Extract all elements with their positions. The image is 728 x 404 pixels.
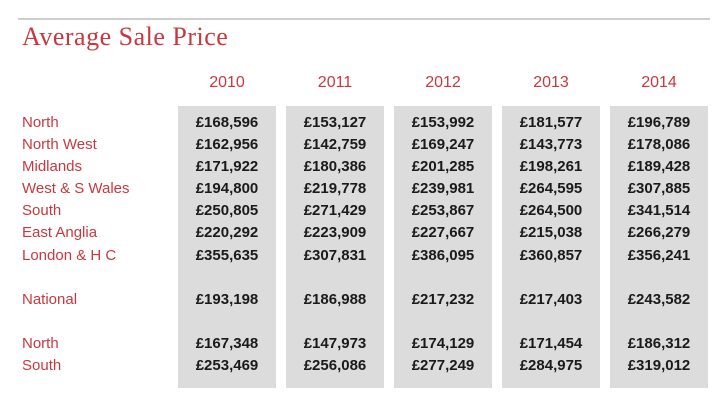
table-cell: £147,973 [303,335,367,352]
table-cell: £264,595 [519,180,583,197]
table-cell: £217,232 [411,291,475,308]
table-cell: £219,778 [303,180,367,197]
table-cell: £266,279 [627,224,691,241]
table-cell: £250,805 [195,202,259,219]
table-cell: £360,857 [519,247,583,264]
column-header-2014: 2014 [641,74,677,91]
table-cell: £307,831 [303,247,367,264]
column-header-2010: 2010 [209,74,245,91]
table-cell: £223,909 [303,224,367,241]
row-label: North [22,335,59,352]
table-cell: £227,667 [411,224,475,241]
table-cell: £355,635 [195,247,259,264]
table-cell: £189,428 [627,158,691,175]
table-cell: £386,095 [411,247,475,264]
table-cell: £319,012 [627,357,691,374]
table-cell: £153,992 [411,114,475,131]
table-cell: £180,386 [303,158,367,175]
table-cell: £217,403 [519,291,583,308]
table-cell: £168,596 [195,114,259,131]
table-cell: £284,975 [519,357,583,374]
row-label: East Anglia [22,224,98,241]
table-cell: £341,514 [627,202,691,219]
table-cell: £253,867 [411,202,475,219]
table-cell: £153,127 [303,114,367,131]
table-cell: £201,285 [411,158,475,175]
table-cell: £171,454 [519,335,583,352]
table-cell: £171,922 [195,158,259,175]
top-divider [18,18,710,20]
table-cell: £162,956 [195,136,259,153]
row-label: Midlands [22,158,83,175]
table-cell: £143,773 [519,136,583,153]
table-cell: £167,348 [195,335,259,352]
table-cell: £243,582 [627,291,691,308]
row-label: West & S Wales [22,180,130,197]
table-cell: £356,241 [627,247,691,264]
table-cell: £194,800 [195,180,259,197]
row-label: North West [22,136,97,153]
column-shade-2014 [610,106,708,388]
table-cell: £271,429 [303,202,367,219]
table-cell: £174,129 [411,335,475,352]
table-cell: £186,988 [303,291,367,308]
table-cell: £215,038 [519,224,583,241]
table-cell: £198,261 [519,158,583,175]
table-cell: £220,292 [195,224,259,241]
table-cell: £193,198 [195,291,259,308]
row-label: North [22,114,59,131]
table-cell: £277,249 [411,357,475,374]
page-title: Average Sale Price [22,22,229,51]
column-header-2012: 2012 [425,74,461,91]
column-header-2011: 2011 [317,74,353,91]
table-cell: £264,500 [519,202,583,219]
table-cell: £256,086 [303,357,367,374]
table-cell: £186,312 [627,335,691,352]
column-shade-2012 [394,106,492,388]
table-cell: £253,469 [195,357,259,374]
column-shade-2013 [502,106,600,388]
table-cell: £142,759 [303,136,367,153]
table-cell: £196,789 [627,114,691,131]
table-cell: £178,086 [627,136,691,153]
column-header-2013: 2013 [533,74,569,91]
row-label: South [22,202,62,219]
table-cell: £239,981 [411,180,475,197]
column-shade-2010 [178,106,276,388]
row-label: London & H C [22,247,117,264]
row-label: National [22,291,78,308]
row-label: South [22,357,62,374]
table-cell: £169,247 [411,136,475,153]
table-cell: £181,577 [519,114,583,131]
table-cell: £307,885 [627,180,691,197]
column-shade-2011 [286,106,384,388]
